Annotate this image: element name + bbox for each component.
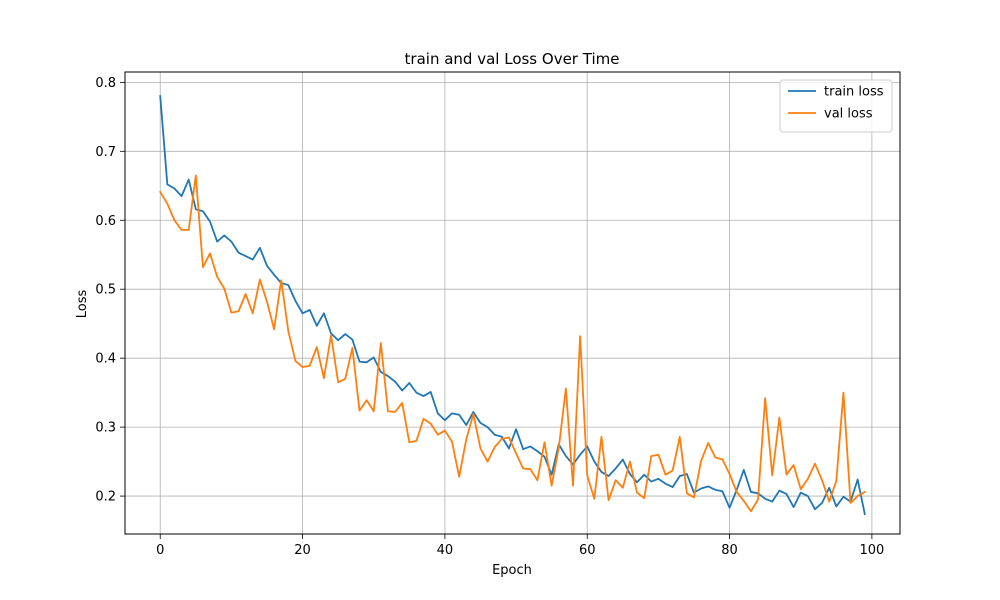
y-tick-label: 0.7 <box>95 145 116 160</box>
grid <box>125 72 900 534</box>
series-lines <box>158 95 867 516</box>
x-tick-label: 80 <box>721 543 738 558</box>
x-axis-label: Epoch <box>492 563 532 578</box>
y-tick-label: 0.2 <box>95 490 116 505</box>
axis-ticks: 0 20 40 60 80 100 0.2 0.3 0.4 0.5 0.6 0.7 0.8 <box>95 76 884 558</box>
val-loss-line <box>158 174 867 513</box>
plot-frame <box>124 71 901 535</box>
chart-title: train and val Loss Over Time <box>405 50 620 68</box>
legend-label: train loss <box>824 85 884 100</box>
y-tick-label: 0.5 <box>95 283 116 298</box>
x-tick-label: 40 <box>437 543 454 558</box>
x-tick-label: 20 <box>294 543 311 558</box>
y-tick-label: 0.8 <box>95 76 116 91</box>
y-tick-label: 0.6 <box>95 214 116 229</box>
legend-label: val loss <box>824 107 873 122</box>
train-loss-line <box>159 95 866 516</box>
x-tick-label: 0 <box>156 543 164 558</box>
legend: train loss val loss <box>779 79 893 133</box>
y-tick-label: 0.3 <box>95 421 116 436</box>
x-tick-label: 60 <box>579 543 596 558</box>
legend-box <box>779 79 893 133</box>
y-tick-label: 0.4 <box>95 352 116 367</box>
x-tick-label: 100 <box>859 543 884 558</box>
y-axis-label: Loss <box>75 290 90 319</box>
